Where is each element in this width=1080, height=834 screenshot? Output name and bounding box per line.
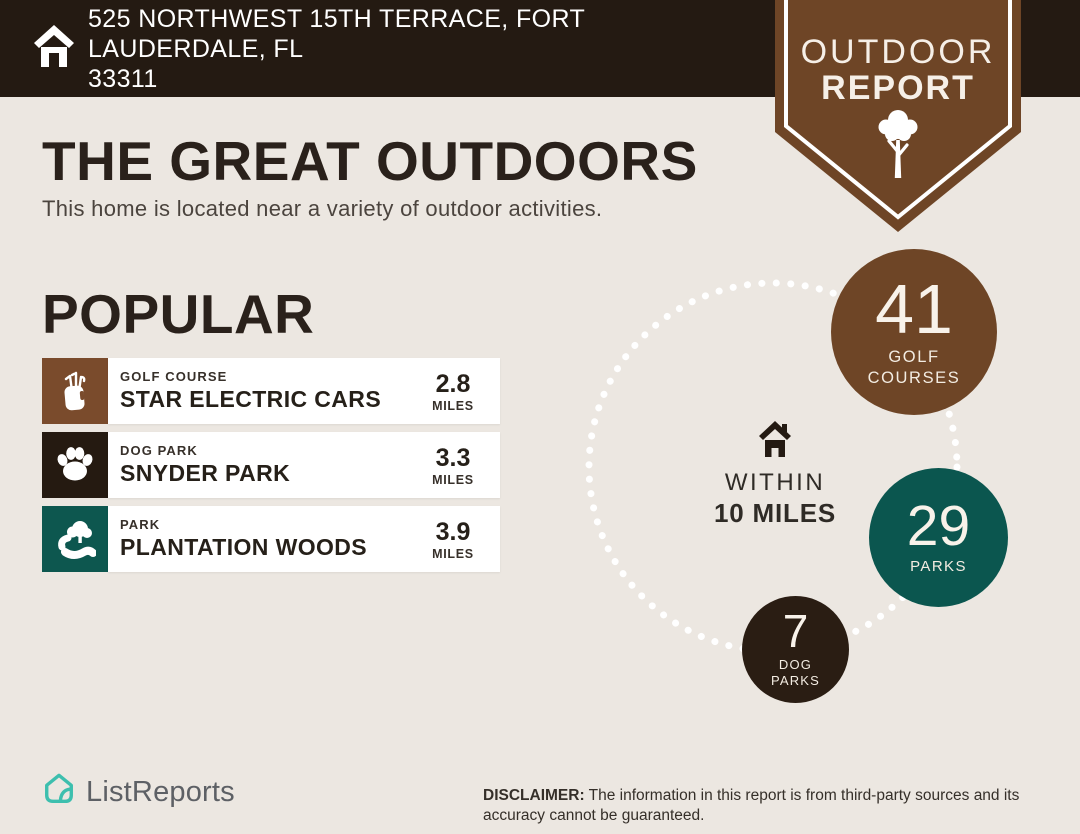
stat-label-line1: GOLF	[888, 348, 940, 367]
stat-label-line1: PARKS	[910, 557, 967, 575]
stat-label-line1: DOG	[778, 656, 813, 672]
poi-category: PARK	[120, 517, 161, 532]
address-line2: 33311	[88, 64, 158, 93]
list-item-body: PARK PLANTATION WOODS 3.9 MILES	[108, 506, 500, 572]
listreports-logo: ListReports	[42, 771, 235, 814]
list-item-body: DOG PARK SNYDER PARK 3.3 MILES	[108, 432, 500, 498]
park-tree-icon	[42, 506, 108, 572]
list-item-body: GOLF COURSE STAR ELECTRIC CARS 2.8 MILES	[108, 358, 500, 424]
property-address: 525 NORTHWEST 15TH TERRACE, FORT LAUDERD…	[88, 4, 748, 94]
stat-value: 41	[875, 269, 953, 348]
distance-unit: MILES	[432, 546, 474, 561]
stat-label: GOLF COURSES	[868, 347, 961, 388]
stat-parks: 29 PARKS	[869, 468, 1008, 607]
radius-center: WITHIN 10 MILES	[701, 419, 849, 529]
badge-line1: OUTDOOR	[800, 33, 996, 71]
poi-category: DOG PARK	[120, 443, 198, 458]
page-subtitle: This home is located near a variety of o…	[42, 196, 603, 221]
list-item-golf-course: GOLF COURSE STAR ELECTRIC CARS 2.8 MILES	[42, 358, 500, 424]
poi-distance: 3.3 MILES	[418, 444, 488, 487]
distance-unit: MILES	[432, 472, 474, 487]
poi-distance: 2.8 MILES	[418, 370, 488, 413]
badge-line2: REPORT	[821, 69, 975, 107]
poi-name: PLANTATION WOODS	[120, 534, 368, 560]
stat-label: DOG PARKS	[771, 657, 820, 690]
list-item-text: GOLF COURSE STAR ELECTRIC CARS	[120, 369, 418, 413]
list-item-text: PARK PLANTATION WOODS	[120, 517, 418, 561]
within-miles: 10 MILES	[714, 498, 836, 528]
list-item-park: PARK PLANTATION WOODS 3.9 MILES	[42, 506, 500, 572]
disclaimer-text: DISCLAIMER: The information in this repo…	[483, 786, 1048, 828]
stat-value: 29	[906, 493, 971, 558]
outdoor-report-badge: OUTDOOR REPORT	[775, 0, 1021, 232]
tree-icon	[878, 110, 918, 178]
stat-label-line2: COURSES	[867, 368, 961, 387]
distance-value: 3.9	[435, 517, 471, 546]
poi-distance: 3.9 MILES	[418, 518, 488, 561]
popular-heading: POPULAR	[42, 283, 315, 345]
stat-golf-courses: 41 GOLF COURSES	[831, 249, 997, 415]
brand-name: ListReports	[86, 776, 235, 808]
stat-label: PARKS	[910, 558, 967, 577]
golf-bag-icon	[42, 358, 108, 424]
paw-icon	[42, 432, 108, 498]
popular-list: GOLF COURSE STAR ELECTRIC CARS 2.8 MILES	[42, 358, 500, 580]
list-item-dog-park: DOG PARK SNYDER PARK 3.3 MILES	[42, 432, 500, 498]
stat-label-line2: PARKS	[770, 672, 821, 688]
listreports-house-icon	[42, 771, 76, 814]
house-icon	[757, 421, 793, 463]
list-item-text: DOG PARK SNYDER PARK	[120, 443, 418, 487]
poi-name: STAR ELECTRIC CARS	[120, 386, 382, 412]
poi-name: SNYDER PARK	[120, 460, 291, 486]
disclaimer-body: The information in this report is from t…	[483, 786, 1020, 825]
distance-value: 2.8	[435, 369, 471, 398]
distance-unit: MILES	[432, 398, 474, 413]
home-icon	[32, 23, 76, 74]
distance-value: 3.3	[435, 443, 471, 472]
disclaimer-label: DISCLAIMER:	[483, 786, 585, 804]
page-title: THE GREAT OUTDOORS	[42, 130, 698, 192]
within-label: WITHIN	[724, 469, 826, 496]
address-line1: 525 NORTHWEST 15TH TERRACE, FORT LAUDERD…	[88, 4, 585, 63]
stat-dog-parks: 7 DOG PARKS	[742, 596, 849, 703]
poi-category: GOLF COURSE	[120, 369, 228, 384]
stat-value: 7	[782, 604, 809, 657]
